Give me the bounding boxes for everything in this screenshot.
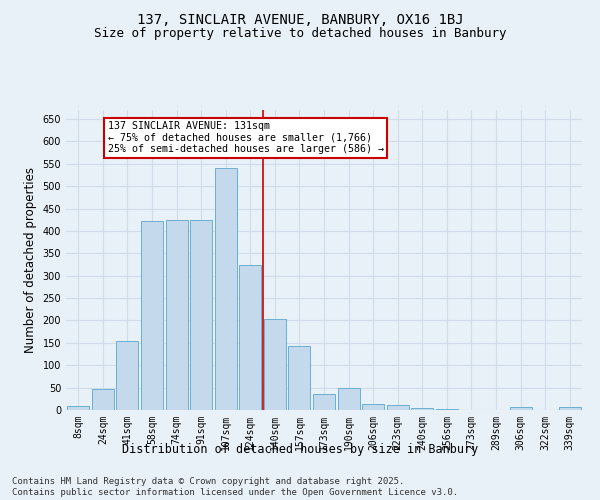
Bar xyxy=(215,168,237,410)
Bar xyxy=(313,394,335,410)
Bar xyxy=(509,408,532,410)
Bar xyxy=(436,409,458,410)
Bar xyxy=(141,221,163,410)
Bar xyxy=(166,220,188,410)
Bar xyxy=(190,220,212,410)
Bar xyxy=(67,406,89,410)
Text: 137, SINCLAIR AVENUE, BANBURY, OX16 1BJ: 137, SINCLAIR AVENUE, BANBURY, OX16 1BJ xyxy=(137,12,463,26)
Bar xyxy=(559,408,581,410)
Bar xyxy=(362,404,384,410)
Text: Size of property relative to detached houses in Banbury: Size of property relative to detached ho… xyxy=(94,28,506,40)
Bar xyxy=(338,388,359,410)
Bar xyxy=(264,319,286,410)
Text: Contains HM Land Registry data © Crown copyright and database right 2025.
Contai: Contains HM Land Registry data © Crown c… xyxy=(12,478,458,497)
Bar xyxy=(116,341,139,410)
Bar xyxy=(289,346,310,410)
Bar xyxy=(239,266,262,410)
Y-axis label: Number of detached properties: Number of detached properties xyxy=(24,167,37,353)
Text: Distribution of detached houses by size in Banbury: Distribution of detached houses by size … xyxy=(122,442,478,456)
Bar xyxy=(411,408,433,410)
Bar xyxy=(386,404,409,410)
Text: 137 SINCLAIR AVENUE: 131sqm
← 75% of detached houses are smaller (1,766)
25% of : 137 SINCLAIR AVENUE: 131sqm ← 75% of det… xyxy=(108,121,384,154)
Bar xyxy=(92,390,114,410)
